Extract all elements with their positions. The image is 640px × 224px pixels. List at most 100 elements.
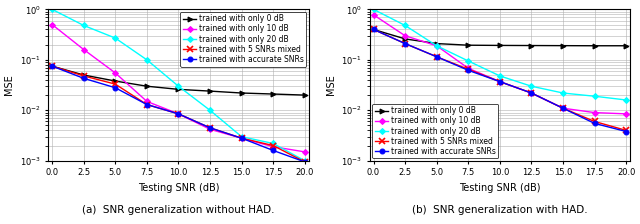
trained with accurate SNRs (80, 77, 88, 80)
trained with 5 SNRs mixed (370, 28, 378, 31)
trained with only 0 dB (80, 74, 88, 76)
trained with accurate SNRs (237, 137, 245, 140)
trained with 5 SNRs mixed (433, 55, 440, 58)
trained with only 10 dB (370, 13, 378, 16)
trained with accurate SNRs (591, 122, 598, 125)
trained with only 10 dB (269, 145, 277, 148)
Line: trained with only 20 dB: trained with only 20 dB (371, 7, 628, 102)
trained with accurate SNRs (622, 130, 630, 133)
trained with only 20 dB (301, 159, 308, 162)
trained with accurate SNRs (301, 161, 308, 163)
trained with only 20 dB (559, 92, 567, 94)
trained with accurate SNRs (496, 80, 504, 83)
trained with only 10 dB (433, 44, 440, 47)
trained with only 10 dB (237, 137, 245, 140)
X-axis label: Testing SNR (dB): Testing SNR (dB) (138, 183, 219, 193)
trained with only 20 dB (433, 44, 440, 47)
trained with only 10 dB (401, 34, 409, 37)
trained with accurate SNRs (206, 127, 214, 129)
Line: trained with 5 SNRs mixed: trained with 5 SNRs mixed (371, 26, 629, 134)
trained with only 10 dB (175, 112, 182, 115)
trained with only 10 dB (48, 23, 56, 26)
trained with accurate SNRs (48, 65, 56, 67)
trained with only 20 dB (269, 142, 277, 145)
trained with accurate SNRs (465, 69, 472, 72)
trained with accurate SNRs (175, 112, 182, 115)
trained with only 20 dB (143, 58, 150, 61)
trained with only 20 dB (401, 24, 409, 27)
Legend: trained with only 0 dB, trained with only 10 dB, trained with only 20 dB, traine: trained with only 0 dB, trained with onl… (372, 103, 499, 158)
trained with only 0 dB (370, 28, 378, 31)
Line: trained with 5 SNRs mixed: trained with 5 SNRs mixed (49, 63, 308, 165)
trained with 5 SNRs mixed (111, 83, 119, 86)
trained with only 10 dB (559, 107, 567, 110)
trained with 5 SNRs mixed (175, 112, 182, 115)
trained with only 10 dB (465, 67, 472, 70)
trained with accurate SNRs (269, 149, 277, 152)
trained with only 0 dB (401, 38, 409, 40)
trained with only 0 dB (269, 93, 277, 95)
trained with only 0 dB (111, 80, 119, 82)
Line: trained with only 10 dB: trained with only 10 dB (371, 13, 628, 116)
trained with only 10 dB (301, 151, 308, 153)
trained with accurate SNRs (111, 86, 119, 89)
trained with only 0 dB (465, 44, 472, 47)
trained with accurate SNRs (559, 107, 567, 110)
trained with only 0 dB (559, 44, 567, 47)
trained with 5 SNRs mixed (48, 65, 56, 67)
trained with accurate SNRs (527, 92, 535, 94)
trained with 5 SNRs mixed (80, 75, 88, 77)
Legend: trained with only 0 dB, trained with only 10 dB, trained with only 20 dB, traine: trained with only 0 dB, trained with onl… (180, 12, 307, 67)
trained with 5 SNRs mixed (206, 127, 214, 129)
trained with only 10 dB (591, 111, 598, 114)
trained with 5 SNRs mixed (559, 107, 567, 110)
trained with only 20 dB (527, 85, 535, 88)
trained with accurate SNRs (433, 55, 440, 58)
trained with only 0 dB (48, 65, 56, 67)
trained with 5 SNRs mixed (401, 42, 409, 45)
trained with only 0 dB (175, 88, 182, 91)
trained with only 20 dB (175, 85, 182, 88)
Line: trained with only 0 dB: trained with only 0 dB (50, 64, 307, 97)
trained with only 10 dB (206, 128, 214, 131)
trained with only 10 dB (80, 48, 88, 51)
trained with 5 SNRs mixed (465, 68, 472, 71)
trained with 5 SNRs mixed (591, 120, 598, 123)
Y-axis label: MSE: MSE (4, 75, 14, 95)
trained with only 10 dB (527, 92, 535, 94)
trained with only 0 dB (527, 44, 535, 47)
trained with only 0 dB (143, 85, 150, 88)
trained with only 0 dB (237, 92, 245, 94)
Line: trained with only 10 dB: trained with only 10 dB (50, 22, 307, 154)
trained with 5 SNRs mixed (622, 129, 630, 132)
Text: (a)  SNR generalization without HAD.: (a) SNR generalization without HAD. (82, 205, 275, 215)
trained with only 0 dB (591, 44, 598, 47)
trained with only 0 dB (622, 44, 630, 47)
trained with only 20 dB (465, 60, 472, 62)
Line: trained with only 0 dB: trained with only 0 dB (371, 27, 628, 48)
trained with only 0 dB (433, 42, 440, 45)
Line: trained with accurate SNRs: trained with accurate SNRs (50, 64, 307, 164)
Y-axis label: MSE: MSE (326, 75, 335, 95)
trained with only 20 dB (206, 109, 214, 112)
Line: trained with only 20 dB: trained with only 20 dB (50, 7, 307, 163)
trained with accurate SNRs (370, 28, 378, 31)
trained with only 20 dB (111, 37, 119, 39)
trained with only 20 dB (80, 24, 88, 27)
trained with accurate SNRs (143, 103, 150, 106)
X-axis label: Testing SNR (dB): Testing SNR (dB) (459, 183, 541, 193)
trained with 5 SNRs mixed (269, 144, 277, 147)
trained with only 20 dB (622, 99, 630, 101)
trained with 5 SNRs mixed (301, 161, 308, 163)
trained with only 0 dB (301, 94, 308, 97)
trained with only 20 dB (370, 8, 378, 11)
trained with accurate SNRs (401, 42, 409, 45)
trained with only 0 dB (496, 44, 504, 47)
trained with 5 SNRs mixed (496, 80, 504, 83)
trained with only 10 dB (496, 80, 504, 83)
trained with only 10 dB (111, 72, 119, 74)
trained with only 20 dB (496, 75, 504, 77)
Line: trained with accurate SNRs: trained with accurate SNRs (371, 27, 628, 134)
Text: (b)  SNR generalization with HAD.: (b) SNR generalization with HAD. (412, 205, 588, 215)
trained with 5 SNRs mixed (237, 137, 245, 140)
